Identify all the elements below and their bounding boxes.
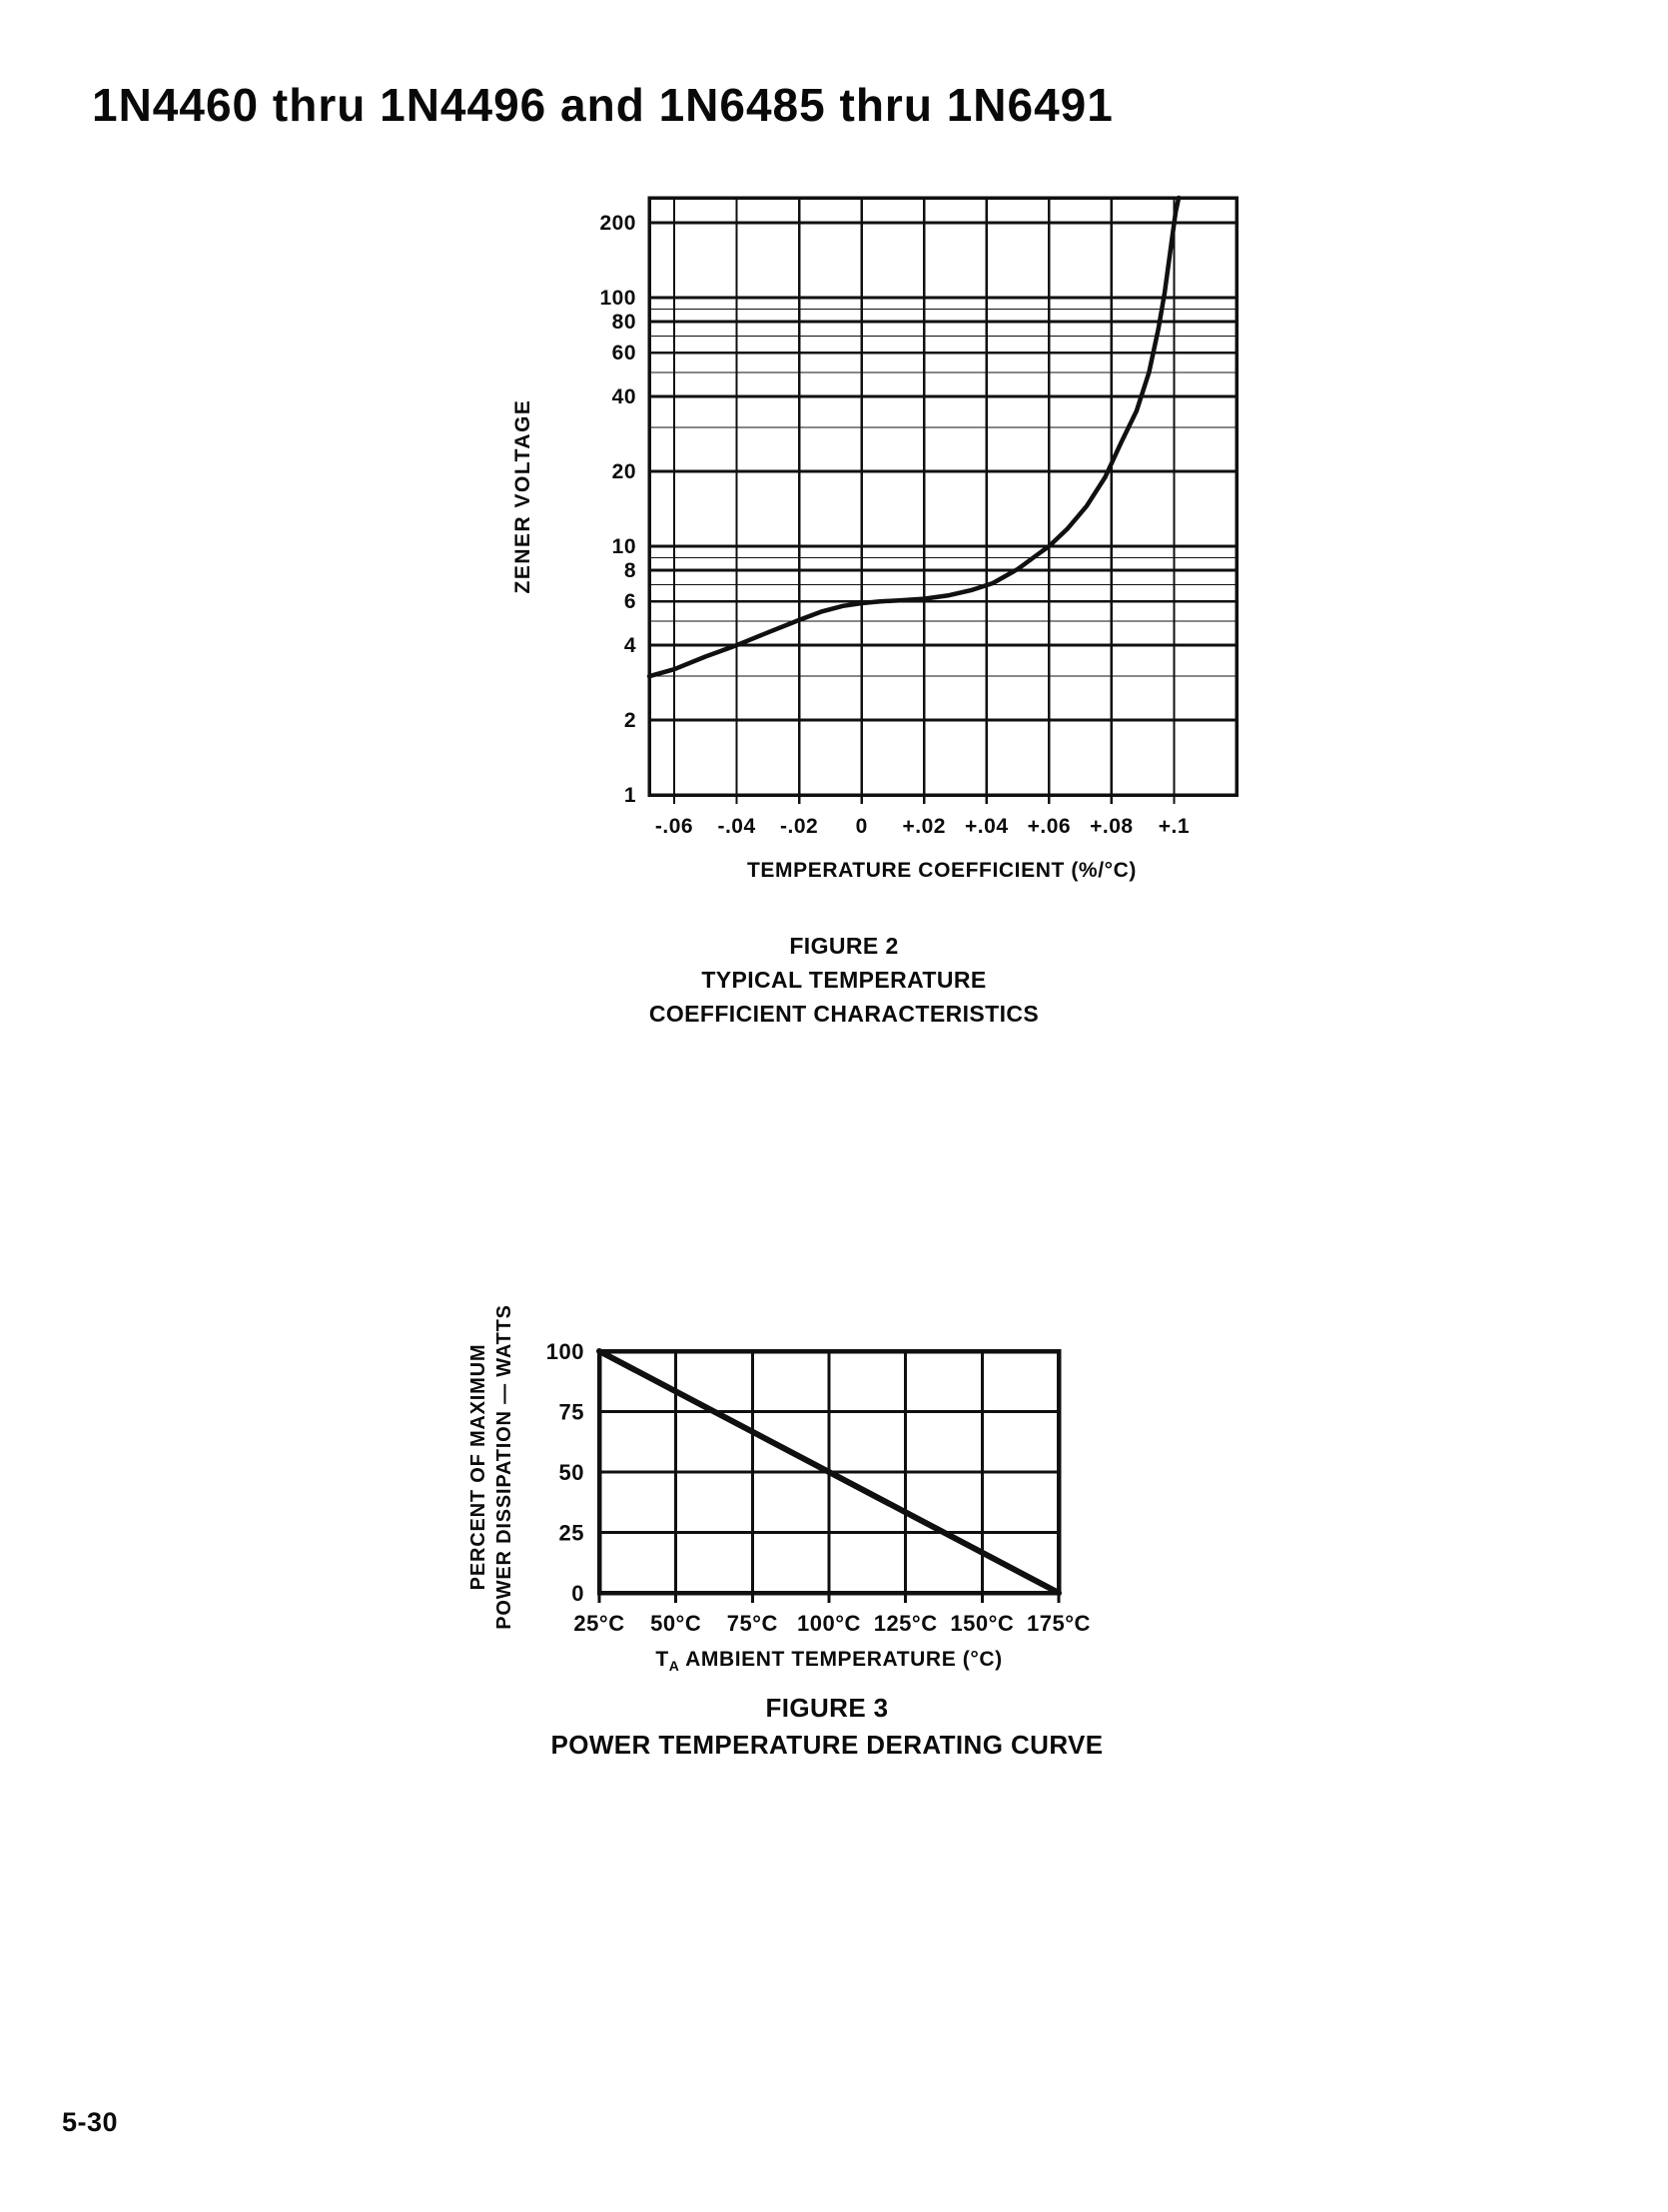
y-tick-label: 6 xyxy=(624,590,636,613)
y-tick-label: 100 xyxy=(546,1339,584,1364)
y-tick-label: 10 xyxy=(612,535,636,558)
figure3-x-axis-title-rest: AMBIENT TEMPERATURE (°C) xyxy=(679,1648,1003,1671)
y-tick-label: 1 xyxy=(624,784,636,807)
y-tick-label: 0 xyxy=(571,1581,584,1606)
y-tick-label: 50 xyxy=(559,1460,584,1485)
y-tick-label: 100 xyxy=(599,287,636,310)
y-tick-label: 4 xyxy=(624,634,636,657)
x-tick-label: 75°C xyxy=(727,1611,778,1636)
x-tick-label: -.04 xyxy=(717,815,755,838)
x-tick-label: +.02 xyxy=(902,815,945,838)
figure2-caption-line1: FIGURE 2 xyxy=(789,933,899,959)
figure2-x-axis-title: TEMPERATURE COEFFICIENT (%/°C) xyxy=(746,859,1137,882)
page-number: 5-30 xyxy=(62,2107,119,2137)
derating-line xyxy=(596,1348,1062,1596)
x-tick-label: 0 xyxy=(856,815,868,838)
y-tick-label: 75 xyxy=(559,1400,584,1425)
y-tick-label: 20 xyxy=(612,460,636,483)
y-tick-label: 25 xyxy=(559,1521,584,1546)
plot-border xyxy=(596,1348,1062,1596)
y-tick-label: 40 xyxy=(612,385,636,408)
figure3-x-axis-title-subscript: A xyxy=(668,1658,680,1675)
x-tick-label: 125°C xyxy=(874,1611,938,1636)
plot-border xyxy=(647,196,1239,797)
figure3-caption-line2: POWER TEMPERATURE DERATING CURVE xyxy=(550,1730,1104,1760)
figure2-caption-line2: TYPICAL TEMPERATURE xyxy=(701,967,987,993)
x-tick-label: -.02 xyxy=(780,815,818,838)
page-title: 1N4460 thru 1N4496 and 1N6485 thru 1N649… xyxy=(92,79,1114,131)
x-tick-label: -.06 xyxy=(655,815,693,838)
x-tick-label: 150°C xyxy=(950,1611,1014,1636)
figure2-caption: FIGURE 2 TYPICAL TEMPERATURE COEFFICIENT… xyxy=(544,929,1144,1031)
figure3-caption: FIGURE 3 POWER TEMPERATURE DERATING CURV… xyxy=(507,1690,1147,1764)
figure3-x-axis-title: TA AMBIENT TEMPERATURE (°C) xyxy=(529,1648,1129,1674)
x-tick-label: +.08 xyxy=(1090,815,1133,838)
figure3-chart: 100 75 50 25 0 25°C 50°C 75°C 100°C 125°C 150°C 175… xyxy=(546,1339,1091,1636)
y-tick-label: 60 xyxy=(612,342,636,365)
y-tick-label: 2 xyxy=(624,709,636,732)
x-tick-label: +.04 xyxy=(965,815,1008,838)
x-tick-label: 100°C xyxy=(797,1611,861,1636)
x-tick-label: 175°C xyxy=(1027,1611,1091,1636)
figure3-x-axis-title-symbol: T xyxy=(655,1648,669,1671)
figure3-caption-line1: FIGURE 3 xyxy=(765,1693,889,1723)
x-tick-label: 25°C xyxy=(573,1611,624,1636)
y-tick-label: 80 xyxy=(612,311,636,334)
x-tick-label: 50°C xyxy=(650,1611,701,1636)
figure2-caption-line3: COEFFICIENT CHARACTERISTICS xyxy=(648,1001,1040,1027)
temperature-coefficient-curve xyxy=(646,195,1182,679)
x-tick-label: +.1 xyxy=(1159,815,1190,838)
y-tick-label: 8 xyxy=(624,559,636,582)
x-tick-label: +.06 xyxy=(1028,815,1071,838)
y-tick-label: 200 xyxy=(599,212,636,235)
